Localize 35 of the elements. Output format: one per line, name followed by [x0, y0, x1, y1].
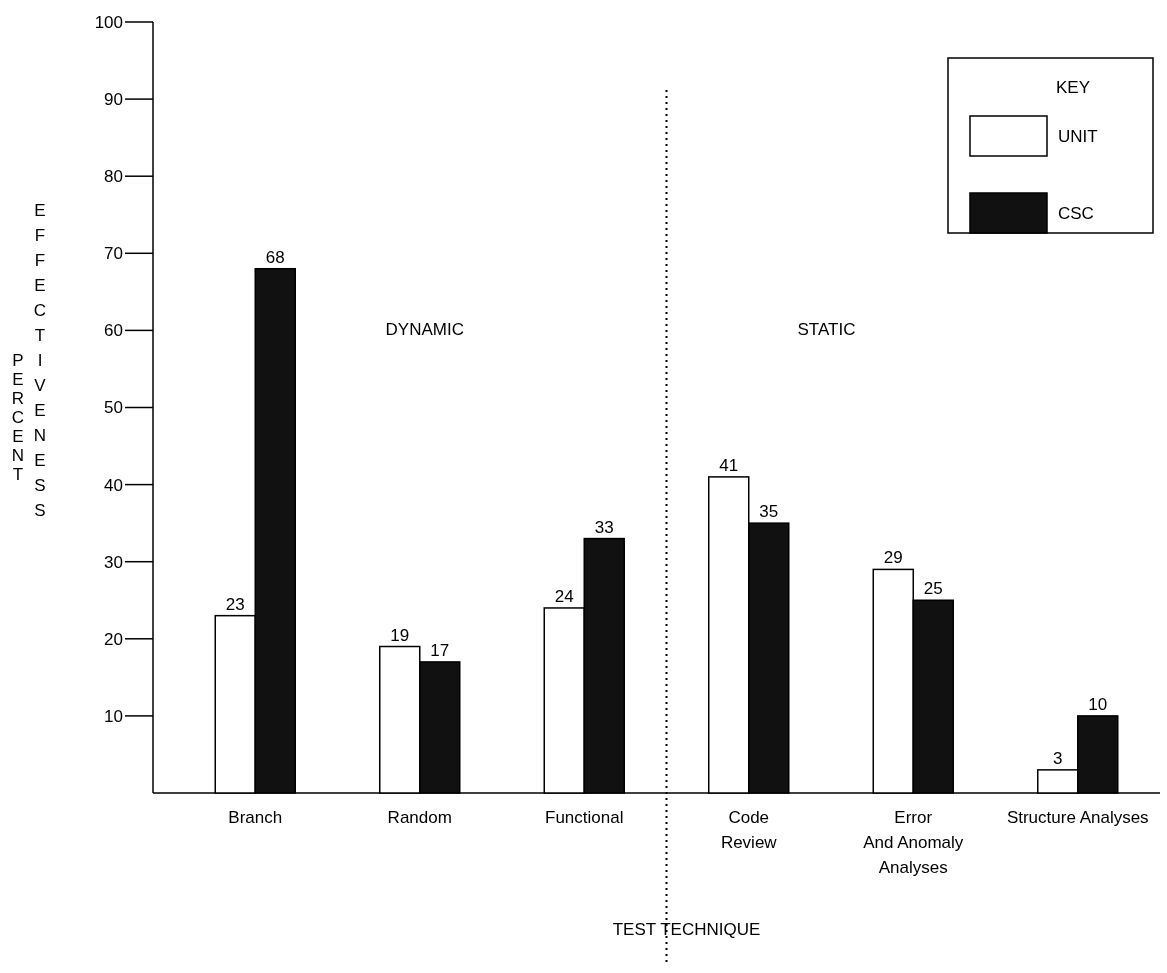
data-label: 33 [594, 517, 614, 537]
x-tick-label: Random [387, 808, 452, 827]
legend-label: CSC [1058, 203, 1094, 223]
x-tick-label: Code Review [720, 808, 778, 852]
data-label: 23 [225, 594, 245, 614]
x-tick-label: Structure Analyses [1006, 808, 1149, 827]
data-label: 41 [719, 455, 739, 475]
y-tick-label: 80 [104, 167, 123, 187]
y-tick-label: 40 [104, 475, 123, 495]
y-tick-label: 90 [104, 90, 123, 110]
annotation: STATIC [797, 320, 856, 340]
data-label: 68 [265, 247, 285, 267]
y-tick-label: 30 [104, 552, 123, 572]
annotation: DYNAMIC [385, 320, 464, 340]
data-label: 35 [759, 502, 779, 522]
x-axis-title: TEST TECHNIQUE [612, 920, 761, 939]
y-tick-label: 20 [104, 629, 123, 649]
x-tick-label: Functional [545, 808, 624, 827]
y-tick-label: 10 [104, 706, 123, 726]
data-label: 29 [883, 548, 903, 568]
x-tick-label: Branch [228, 808, 283, 827]
data-label: 10 [1088, 694, 1108, 714]
legend-label: UNIT [1058, 126, 1098, 146]
y-tick-label: 50 [104, 398, 123, 418]
data-label: 24 [554, 586, 574, 606]
y-tick-label: 70 [104, 244, 123, 264]
legend-title: KEY [1055, 78, 1091, 97]
y-axis-title: PERCENT EFFECTIVENESS [8, 200, 50, 526]
data-label: 25 [923, 579, 943, 599]
y-tick-label: 60 [104, 321, 123, 341]
data-label: 19 [390, 625, 410, 645]
x-tick-label: Error And Anomaly Analyses [863, 808, 964, 877]
data-label: 17 [430, 640, 450, 660]
data-label: 3 [1053, 748, 1063, 768]
y-tick-label: 100 [94, 12, 123, 32]
